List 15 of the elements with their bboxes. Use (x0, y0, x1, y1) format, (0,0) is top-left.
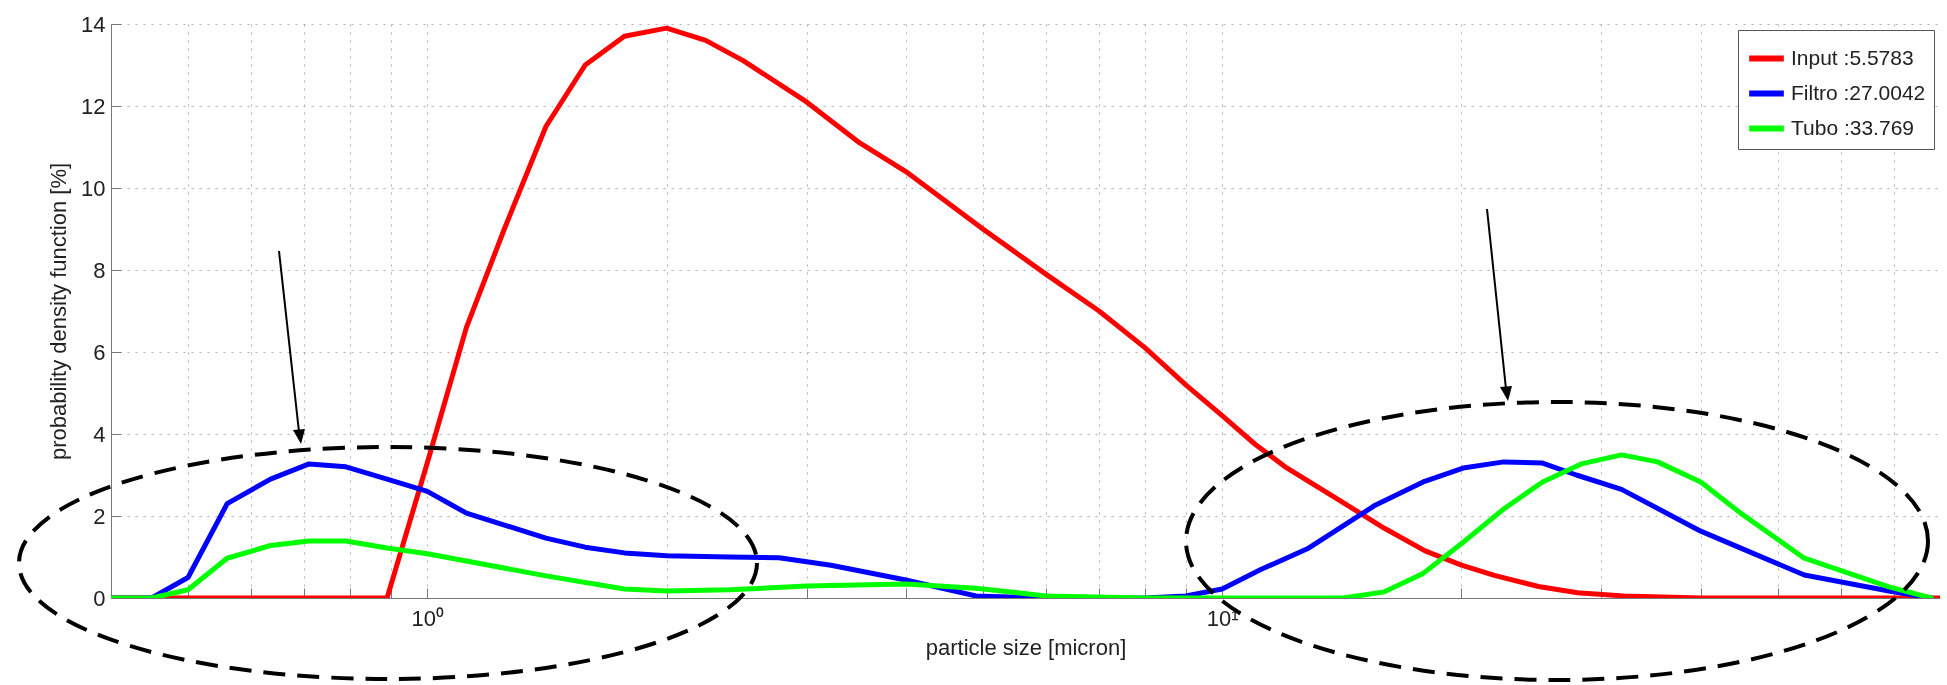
legend-label: Filtro :27.0042 (1791, 80, 1926, 104)
y-tick-label: 12 (81, 93, 106, 119)
y-tick-label: 6 (93, 339, 106, 365)
x-tick-label: 10¹ (1206, 605, 1239, 631)
y-tick-label: 8 (93, 257, 106, 283)
y-tick-label: 2 (93, 503, 106, 529)
x-tick-label: 10⁰ (411, 605, 445, 631)
y-tick-label: 4 (93, 421, 106, 447)
y-tick-label: 14 (81, 11, 106, 37)
legend-label: Input :5.5783 (1791, 45, 1914, 69)
y-tick-label: 0 (93, 585, 106, 611)
legend-label: Tubo :33.769 (1791, 115, 1914, 139)
x-axis-title: particle size [micron] (925, 634, 1127, 660)
y-axis-title: probability density function [%] (46, 162, 72, 461)
y-tick-label: 10 (81, 175, 106, 201)
